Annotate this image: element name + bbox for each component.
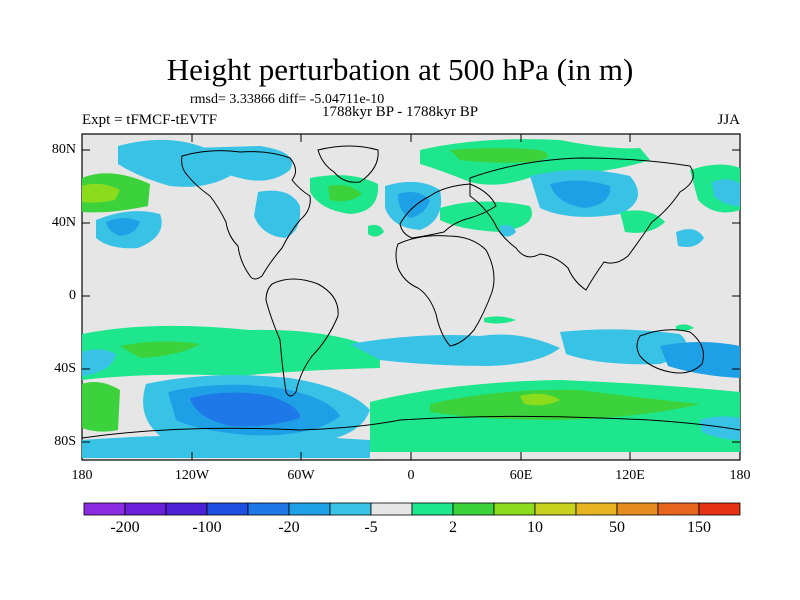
contour-fill-blue-south-indian <box>560 329 687 365</box>
colorbar-swatch <box>534 502 577 516</box>
colorbar-label: -5 <box>364 519 378 536</box>
contour-fill-green-antarctic-inner <box>430 389 700 420</box>
contour-fill-green-spot-atl <box>368 224 384 237</box>
colorbar-label: 10 <box>527 519 543 536</box>
colorbar-swatch <box>575 502 618 516</box>
lon-label-120e: 120E <box>615 468 645 483</box>
colorbar-label: 150 <box>687 519 711 536</box>
contour-fill-lime-north-pacific <box>82 183 120 203</box>
contour-fill-deepblue-europe <box>398 192 430 218</box>
coastline-australia <box>636 329 704 374</box>
coastline-antarctica <box>81 415 741 439</box>
colorbar-swatch <box>452 502 495 516</box>
colorbar-swatch <box>247 502 290 516</box>
rmsd-stats: rmsd= 3.33866 diff= -5.04711e-10 <box>190 92 385 107</box>
colorbar-label: -100 <box>192 519 222 536</box>
contour-fill-blue-antarctic-bottom <box>82 435 370 458</box>
contour-fill-lime-antarctic <box>520 393 560 406</box>
season-label: JJA <box>717 112 740 128</box>
figure-title: Height perturbation at 500 hPa (in m) <box>166 52 634 87</box>
axis-ticks <box>82 134 740 460</box>
colorbar-swatch <box>83 502 126 516</box>
lat-label-80n: 80N <box>51 142 76 157</box>
contour-fill-green-south-east <box>82 382 120 432</box>
colorbar-swatch <box>206 502 249 516</box>
contour-fill-green-atlantic-inner <box>328 185 362 202</box>
colorbar-swatch <box>657 502 700 516</box>
colorbar-label: -200 <box>110 519 140 536</box>
lon-label-0: 0 <box>407 468 415 483</box>
contour-fill-green-south-west-inner <box>120 341 200 358</box>
lon-label-180w: 180 <box>71 468 93 483</box>
coastline-south-america <box>265 278 339 397</box>
colorbar-swatch <box>493 502 536 516</box>
colorbar-swatch <box>616 502 659 516</box>
colorbar-swatch <box>124 502 167 516</box>
coastline-asia <box>469 157 694 291</box>
colorbar-label: 2 <box>449 519 457 536</box>
contour-fill-blue-north-pacific-east <box>676 229 704 247</box>
contour-fill-blue-south-west <box>82 349 116 376</box>
lon-label-60w: 60W <box>287 468 315 483</box>
contour-fill-green-tropic <box>484 316 516 324</box>
colorbar-swatch <box>329 502 372 516</box>
lon-label-180e: 180 <box>729 468 751 483</box>
colorbar <box>83 502 741 516</box>
coastline-north-america <box>181 150 311 280</box>
contour-fill-deepblue-pacific <box>106 218 140 236</box>
experiment-label: Expt = tFMCF-tEVTF <box>82 112 218 128</box>
colorbar-swatch <box>370 502 413 516</box>
contour-fill-green-east-asia <box>620 210 665 233</box>
coastline-greenland <box>317 145 379 183</box>
contour-fill-green-tropic-east <box>676 324 694 331</box>
lat-label-0: 0 <box>69 288 76 303</box>
coastlines <box>81 145 741 439</box>
lat-label-40n: 40N <box>51 215 76 230</box>
lon-label-120w: 120W <box>174 468 210 483</box>
colorbar-label: 50 <box>609 519 625 536</box>
contour-fill-blue-arctic <box>190 146 292 181</box>
colorbar-swatch <box>411 502 454 516</box>
period-label: 1788kyr BP - 1788kyr BP <box>321 104 479 120</box>
lat-label-80s: 80S <box>54 434 76 449</box>
contour-fill-blue-north-america <box>254 190 301 238</box>
contour-fill-blue-aus <box>660 342 740 378</box>
lat-label-40s: 40S <box>54 361 76 376</box>
contour-fill-darkblue-south-pacific <box>190 392 300 427</box>
contour-fill-green-mediterranean <box>440 201 532 232</box>
contour-fill-blue-antarctic-east <box>700 416 740 440</box>
colorbar-swatch <box>698 502 741 516</box>
contour-fill-blue-spot-med <box>500 224 516 237</box>
contour-fill-blue-east-edge <box>712 179 740 206</box>
colorbar-label: -20 <box>278 519 300 536</box>
colorbar-swatch <box>165 502 208 516</box>
coastline-africa <box>395 235 495 347</box>
colorbar-swatch <box>288 502 331 516</box>
contour-fill-green-siberia-inner <box>450 148 548 163</box>
coastline-europe <box>399 183 497 239</box>
contour-fill-deepblue-asia <box>550 180 611 208</box>
lon-label-60e: 60E <box>509 468 533 483</box>
contour-fill-blue-south-atl <box>350 334 560 366</box>
